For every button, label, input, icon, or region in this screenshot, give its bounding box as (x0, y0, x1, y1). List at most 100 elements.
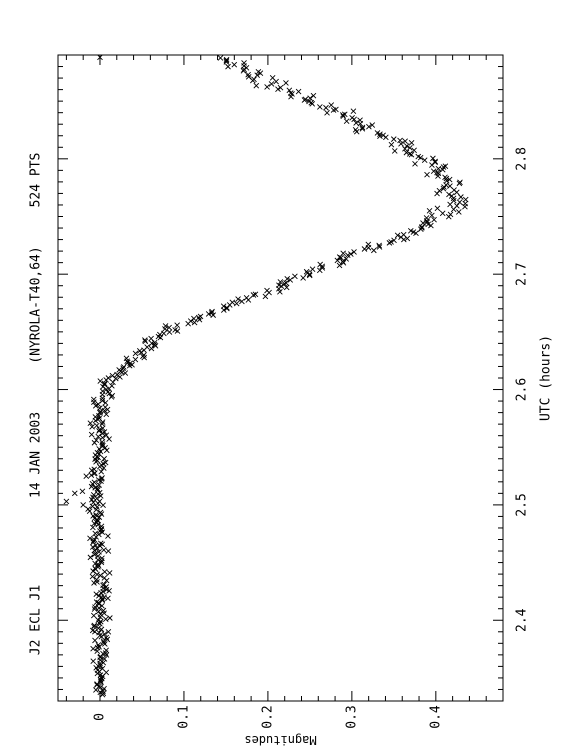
data-point (95, 642, 102, 648)
data-point (97, 54, 103, 61)
utc-tick-label: 2.4 (515, 608, 530, 632)
data-point (446, 191, 452, 198)
data-point (350, 108, 357, 115)
data-point (250, 292, 257, 298)
data-point (97, 672, 104, 678)
data-point (80, 502, 87, 508)
data-point (99, 421, 106, 427)
data-point (336, 262, 343, 269)
data-point (344, 252, 351, 259)
data-point (376, 242, 382, 249)
chart-titles: UTC (hours) Magnitudes J2 ECL J1 14 JAN 200… (29, 153, 554, 747)
data-point (456, 199, 463, 206)
data-point (209, 308, 215, 315)
data-point (100, 638, 107, 645)
data-point (307, 95, 313, 101)
data-point (91, 479, 98, 486)
data-point (99, 665, 106, 672)
data-point (151, 341, 158, 348)
data-point (426, 207, 433, 214)
data-point (376, 244, 383, 250)
data-point (90, 524, 96, 531)
data-point (174, 322, 180, 329)
data-point (94, 504, 100, 510)
data-point (388, 239, 394, 245)
data-point (233, 300, 240, 307)
data-point (92, 637, 98, 644)
mag-tick-label: 0.4 (428, 705, 443, 729)
data-point (109, 372, 116, 379)
data-point (94, 579, 100, 585)
data-point (102, 404, 109, 410)
data-point (415, 153, 422, 160)
data-point (89, 627, 96, 634)
data-point (97, 653, 104, 660)
data-point (349, 114, 355, 121)
data-point (92, 550, 99, 557)
data-point (96, 413, 102, 419)
data-point (235, 296, 241, 302)
utc-tick-label: 2.8 (515, 147, 530, 170)
data-point (93, 422, 100, 429)
data-point (100, 690, 107, 697)
data-point (380, 132, 386, 139)
data-point (264, 287, 270, 294)
data-point (97, 405, 103, 412)
data-point (99, 475, 105, 481)
data-point (99, 434, 106, 441)
data-point (397, 137, 403, 144)
plot-border (57, 54, 504, 702)
data-point (103, 447, 110, 454)
data-point (132, 350, 139, 357)
data-point (92, 604, 98, 610)
data-point (300, 275, 306, 281)
data-point (106, 570, 113, 576)
data-point (310, 92, 317, 99)
data-point (283, 284, 290, 291)
data-point (93, 512, 99, 518)
chart-title-part: J2 ECL J1 (29, 585, 44, 655)
data-point (309, 266, 316, 273)
data-point (101, 429, 108, 435)
data-point (93, 599, 100, 605)
data-point (420, 220, 426, 226)
chart-title-part: 14 JAN 2003 (29, 412, 44, 498)
data-point (208, 310, 215, 316)
data-point (101, 575, 108, 581)
data-point (96, 482, 102, 488)
data-point (284, 276, 291, 282)
data-point (338, 254, 344, 261)
data-point (157, 331, 163, 338)
data-point (340, 250, 347, 257)
data-point (92, 565, 98, 572)
data-point (286, 87, 293, 94)
data-point (328, 102, 335, 108)
chart-title-part: 524 PTS (29, 153, 44, 208)
data-point (102, 400, 109, 406)
data-point (96, 531, 102, 538)
data-point (429, 212, 435, 219)
data-point (93, 591, 100, 598)
data-point (333, 106, 339, 113)
data-point (359, 126, 366, 132)
data-point (292, 273, 298, 280)
data-point (446, 176, 453, 183)
data-point (95, 625, 102, 632)
data-point (462, 196, 469, 203)
data-point (374, 130, 381, 136)
data-point (254, 72, 261, 79)
data-point (101, 381, 108, 388)
data-point (191, 315, 197, 322)
data-point (357, 117, 363, 123)
data-point (101, 581, 107, 588)
data-point (343, 256, 350, 262)
data-point (369, 122, 376, 128)
data-point (448, 193, 455, 199)
data-point (91, 537, 98, 543)
data-point (421, 157, 428, 164)
utc-tick-label: 2.5 (515, 493, 530, 516)
data-point (442, 163, 449, 170)
data-point (96, 426, 103, 433)
data-point (402, 146, 408, 152)
